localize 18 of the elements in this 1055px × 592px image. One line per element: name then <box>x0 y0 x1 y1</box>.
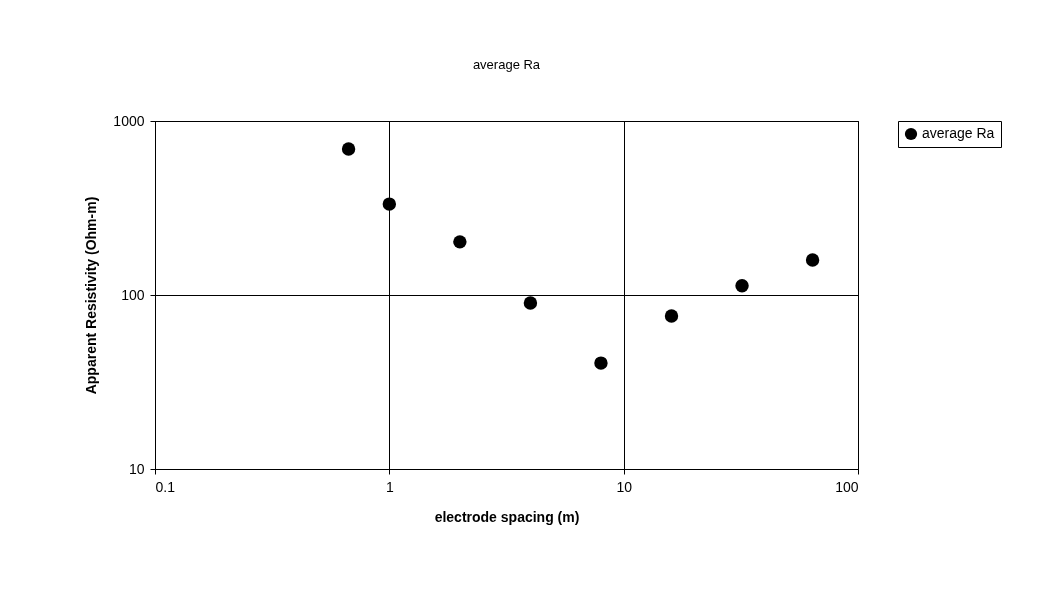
point <box>453 235 467 249</box>
point <box>594 356 608 370</box>
chart-title: average Ra <box>472 57 541 72</box>
x-tick-label: 0.1 <box>155 478 176 495</box>
y-tick-label: 1000 <box>113 112 145 129</box>
x-axis-title: electrode spacing (m) <box>434 508 580 525</box>
x-tick-label: 10 <box>616 478 633 495</box>
y-axis-title: Apparent Resistivity (Ohm-m) <box>83 196 100 395</box>
x-tick-label: 100 <box>835 478 859 495</box>
point <box>664 309 679 323</box>
x-tick-label: 1 <box>385 478 394 495</box>
y-tick-label: 100 <box>121 286 145 303</box>
point <box>805 253 820 267</box>
point <box>735 279 749 293</box>
point <box>382 197 397 211</box>
legend-label: average Ra <box>922 125 995 141</box>
y-tick-label: 10 <box>128 460 145 477</box>
point <box>523 296 538 310</box>
